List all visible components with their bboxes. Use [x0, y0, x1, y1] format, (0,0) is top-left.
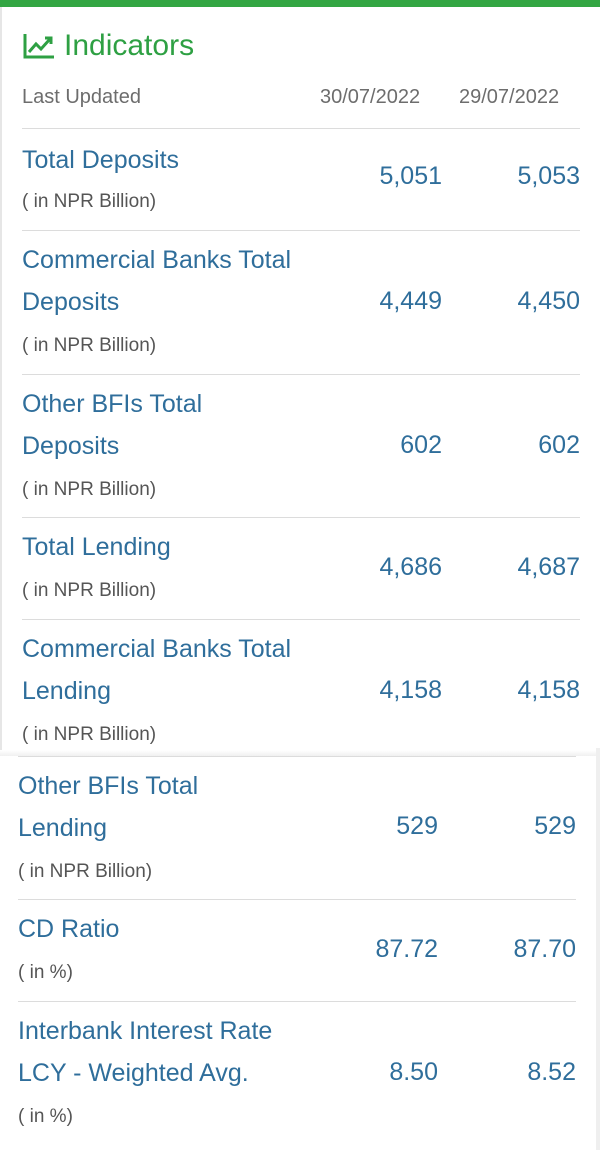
indicator-unit: ( in NPR Billion) — [22, 479, 157, 500]
indicator-label: CD Ratio — [18, 915, 120, 943]
indicator-row: Total Lending ( in NPR Billion) 4,686 4,… — [22, 517, 580, 620]
column-header: Last Updated 30/07/2022 29/07/2022 — [22, 86, 580, 118]
indicator-row: Other BFIs Total Deposits ( in NPR Billi… — [22, 374, 580, 518]
panel-border — [0, 7, 2, 750]
value-date2: 4,687 — [517, 553, 580, 581]
indicator-label: Commercial Banks Total — [22, 246, 292, 274]
value-date2: 5,053 — [517, 162, 580, 190]
indicator-unit: ( in %) — [18, 1106, 73, 1127]
indicator-label: Total Lending — [22, 533, 171, 561]
indicator-unit: ( in NPR Billion) — [22, 580, 157, 601]
value-date1: 4,449 — [379, 287, 442, 315]
value-date1: 529 — [396, 812, 438, 840]
trend-chart-icon — [23, 34, 54, 59]
value-date2: 8.52 — [527, 1058, 576, 1086]
date-column-2: 29/07/2022 — [459, 86, 560, 108]
indicator-label: Total Deposits — [22, 146, 180, 174]
indicator-label: Other BFIs Total — [22, 390, 203, 418]
value-date1: 5,051 — [379, 162, 442, 190]
indicator-row: Commercial Banks Total Deposits ( in NPR… — [22, 230, 580, 375]
indicator-label-line2: Deposits — [22, 288, 120, 316]
indicator-row: Commercial Banks Total Lending ( in NPR … — [22, 619, 580, 751]
value-date2: 4,450 — [517, 287, 580, 315]
indicator-unit: ( in NPR Billion) — [22, 335, 157, 356]
indicator-label-line2: Lending — [22, 677, 111, 705]
value-date2: 602 — [538, 431, 580, 459]
panel-header: Indicators — [22, 26, 194, 66]
last-updated-label: Last Updated — [22, 86, 141, 108]
value-date1: 4,158 — [379, 676, 442, 704]
value-date2: 87.70 — [513, 935, 576, 963]
indicator-label-line2: LCY - Weighted Avg. — [18, 1059, 249, 1087]
indicator-unit: ( in NPR Billion) — [18, 861, 153, 882]
indicator-unit: ( in %) — [18, 962, 73, 983]
indicator-unit: ( in NPR Billion) — [22, 191, 157, 212]
indicator-row: CD Ratio ( in %) 87.72 87.70 — [18, 899, 576, 1002]
indicator-label: Other BFIs Total — [18, 772, 199, 800]
indicator-unit: ( in NPR Billion) — [22, 724, 157, 745]
value-date2: 529 — [534, 812, 576, 840]
value-date1: 602 — [400, 431, 442, 459]
accent-bar — [0, 0, 600, 7]
indicator-label-line2: Lending — [18, 814, 107, 842]
value-date2: 4,158 — [517, 676, 580, 704]
date-column-1: 30/07/2022 — [320, 86, 421, 108]
section-divider — [0, 750, 600, 756]
indicator-label-line2: Deposits — [22, 432, 120, 460]
value-date1: 87.72 — [375, 935, 438, 963]
indicator-label: Commercial Banks Total — [22, 635, 292, 663]
panel-border-right — [596, 748, 600, 1150]
value-date1: 4,686 — [379, 553, 442, 581]
indicator-row: Total Deposits ( in NPR Billion) 5,051 5… — [22, 128, 580, 231]
panel-title: Indicators — [64, 29, 195, 62]
indicator-row: Other BFIs Total Lending ( in NPR Billio… — [18, 756, 576, 900]
value-date1: 8.50 — [389, 1058, 438, 1086]
indicator-row: Interbank Interest Rate LCY - Weighted A… — [18, 1001, 576, 1147]
indicator-label: Interbank Interest Rate — [18, 1017, 273, 1045]
